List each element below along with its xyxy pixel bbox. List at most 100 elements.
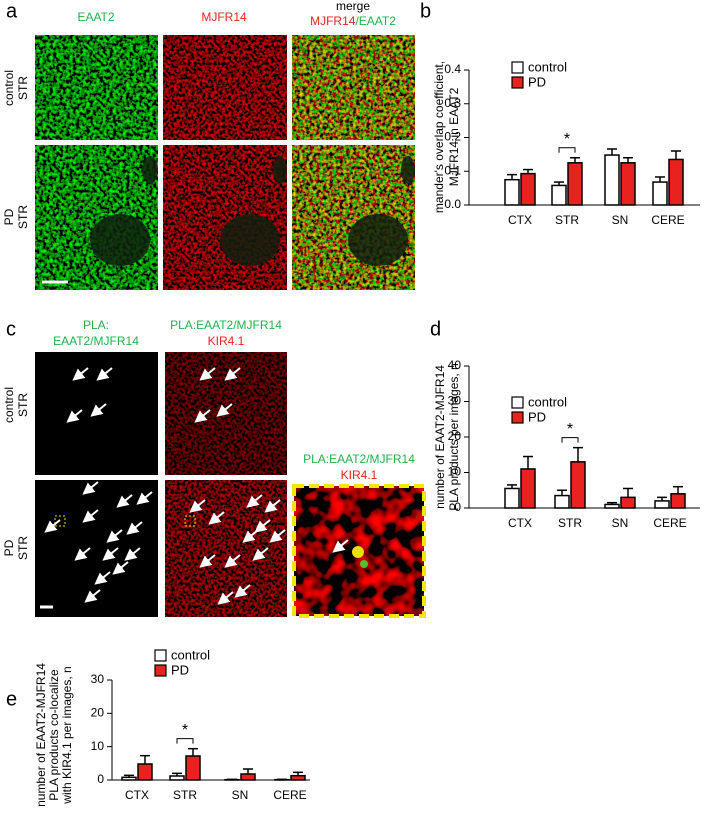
column-label: EAAT2/MJFR14	[53, 334, 139, 348]
bar	[240, 773, 256, 781]
row-label: STR	[16, 205, 30, 229]
arrow	[102, 547, 119, 561]
row-label: PD	[2, 208, 16, 225]
micrograph	[163, 35, 287, 140]
bar	[620, 496, 636, 509]
bar	[668, 158, 684, 206]
bar	[604, 154, 620, 206]
arrow	[199, 367, 216, 381]
panel-label: b	[420, 0, 431, 22]
arrows	[44, 367, 349, 605]
bar	[554, 494, 570, 509]
column-label: KIR4.1	[208, 334, 245, 348]
bar	[570, 461, 586, 509]
significance-mark: *	[182, 722, 188, 739]
y-tick-label: 0	[97, 772, 104, 786]
significance-mark: *	[564, 131, 570, 148]
column-label: PLA:EAAT2/MJFR14	[170, 318, 282, 332]
arrow	[216, 403, 233, 417]
column-label: PLA:	[83, 318, 109, 332]
dark-regions	[90, 156, 415, 266]
zoom-box	[54, 515, 66, 527]
x-tick-label: STR	[558, 516, 582, 530]
arrow	[90, 403, 107, 417]
row-label: control	[2, 70, 16, 106]
column-label: PLA:EAAT2/MJFR14	[303, 452, 415, 466]
panel-label: d	[430, 318, 441, 340]
arrow	[252, 547, 269, 561]
x-tick-label: CERE	[273, 788, 306, 802]
bar	[670, 493, 686, 509]
arrow	[84, 589, 101, 603]
micrograph	[35, 145, 158, 290]
arrow	[189, 499, 206, 513]
bar	[185, 755, 201, 781]
y-tick-label: 40	[448, 358, 462, 372]
arrow	[224, 367, 241, 381]
x-tick-label: CERE	[651, 213, 684, 227]
axis-title: number of EAAT2-MJFR14	[34, 663, 48, 807]
bar	[520, 172, 536, 206]
x-tick-label: CERE	[653, 516, 686, 530]
bar	[121, 776, 137, 781]
micrograph-grid	[35, 35, 415, 290]
merge-part: /EAAT2	[355, 14, 396, 28]
arrow	[224, 554, 241, 568]
arrow	[234, 584, 251, 598]
significance-mark: *	[567, 421, 573, 438]
arrow	[269, 529, 286, 543]
arrow	[217, 591, 234, 605]
arrow	[96, 367, 113, 381]
bar	[654, 500, 670, 509]
arrow	[112, 561, 129, 575]
arrow	[66, 409, 83, 423]
y-tick-label: 30	[448, 394, 462, 408]
column-label: EAAT2	[77, 10, 114, 24]
y-tick-label: 10	[448, 465, 462, 479]
arrow	[126, 521, 143, 535]
row-label: STR	[16, 536, 30, 560]
row-label: PD	[2, 539, 16, 556]
column-label: merge	[336, 0, 370, 13]
arrow	[82, 509, 99, 523]
bar	[504, 178, 520, 206]
arrow	[254, 519, 271, 533]
arrow	[246, 494, 263, 508]
arrow	[194, 409, 211, 423]
y-tick-label: 0.1	[444, 163, 461, 177]
y-tick-label: 0	[454, 500, 461, 514]
bar	[620, 162, 636, 206]
bar	[169, 775, 185, 781]
x-tick-label: STR	[173, 788, 197, 802]
panel-label: c	[6, 318, 16, 340]
legend-swatch	[511, 396, 524, 409]
arrow	[136, 491, 153, 505]
x-tick-label: SN	[232, 788, 249, 802]
column-label: MJFR14	[201, 10, 247, 24]
axis-title: with KIR4.1 per images, n	[60, 666, 74, 804]
bar	[567, 162, 583, 206]
legend-label: control	[171, 647, 210, 662]
bar	[604, 503, 620, 509]
x-tick-label: CTX	[125, 788, 149, 802]
row-label: STR	[16, 76, 30, 100]
pla-spot	[360, 560, 368, 568]
y-tick-label: 0.2	[444, 130, 461, 144]
bar	[520, 468, 536, 509]
y-tick-label: 0.0	[444, 197, 461, 211]
micrograph	[292, 145, 415, 290]
row-label: STR	[16, 393, 30, 417]
legend-swatch	[511, 61, 524, 74]
arrow	[74, 547, 91, 561]
legend-label: control	[528, 59, 567, 74]
micrograph	[35, 352, 158, 475]
legend-swatch	[154, 649, 167, 662]
legend-swatch	[154, 664, 167, 677]
legend-label: PD	[171, 662, 189, 677]
x-tick-label: SN	[612, 516, 629, 530]
legend-label: PD	[528, 74, 546, 89]
micrograph	[292, 35, 415, 140]
pla-grid	[35, 352, 426, 618]
bar	[551, 184, 567, 206]
